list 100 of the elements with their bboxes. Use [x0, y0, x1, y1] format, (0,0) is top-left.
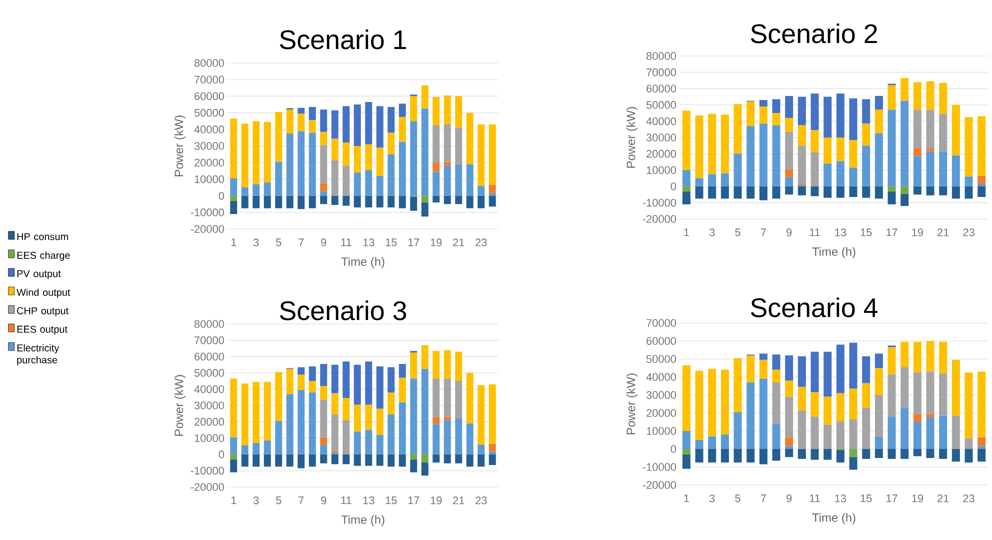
bar: [862, 449, 870, 459]
bar: [978, 372, 986, 438]
bar: [308, 120, 316, 133]
bar: [900, 342, 909, 368]
bar: [488, 444, 496, 452]
bar: [410, 454, 418, 460]
bar: [888, 416, 896, 449]
bar: [849, 342, 858, 389]
bar: [298, 108, 305, 114]
y-tick-label: -10000: [190, 208, 224, 216]
bar: [939, 449, 948, 459]
bar: [810, 130, 819, 152]
legend-label: HP consum: [17, 233, 68, 240]
bar: [978, 176, 986, 184]
bar: [772, 424, 780, 449]
y-tick-label: 60000: [194, 352, 224, 360]
bar: [275, 372, 282, 421]
bar: [708, 114, 716, 174]
bar: [286, 134, 294, 196]
x-tick-label: 23: [476, 496, 487, 504]
bar: [376, 366, 384, 409]
bar: [432, 424, 440, 454]
bar: [964, 449, 973, 462]
x-tick-label: 19: [912, 228, 923, 236]
bar: [798, 146, 806, 184]
bar: [354, 196, 361, 208]
x-tick-label: 5: [276, 496, 282, 504]
bar: [421, 462, 428, 476]
bar: [836, 186, 844, 198]
x-tick-label: 5: [735, 494, 740, 502]
bar: [913, 342, 922, 373]
bar: [354, 404, 361, 432]
bar: [342, 142, 350, 166]
x-tick-label: 5: [735, 228, 740, 236]
bar: [785, 396, 794, 438]
bar: [836, 450, 844, 462]
bar: [874, 354, 883, 368]
x-tick-label: 9: [321, 238, 326, 246]
y-tick-label: 60000: [646, 84, 676, 92]
bar: [759, 106, 768, 124]
x-tick-label: 23: [476, 238, 487, 246]
bar: [331, 364, 338, 394]
bar: [365, 144, 372, 170]
bar: [978, 449, 986, 462]
bar: [320, 145, 328, 184]
y-tick-label: 0: [670, 182, 676, 190]
bar: [275, 196, 282, 208]
x-tick-label: 3: [254, 496, 259, 504]
bar: [913, 449, 922, 456]
x-tick-label: 1: [231, 238, 236, 246]
x-tick-label: 13: [835, 228, 846, 236]
bar: [444, 416, 451, 420]
bar: [331, 454, 338, 464]
x-tick-label: 11: [341, 238, 352, 246]
x-tick-label: 15: [386, 238, 397, 246]
bar: [772, 125, 780, 186]
bar: [759, 378, 768, 449]
bar: [342, 106, 350, 143]
bar: [913, 414, 922, 422]
bar: [913, 110, 922, 148]
bar: [410, 459, 418, 472]
bar: [331, 110, 338, 139]
bar: [252, 382, 260, 443]
bar: [810, 93, 819, 130]
bar: [432, 416, 440, 424]
bar: [682, 365, 690, 431]
y-tick-label: 0: [670, 445, 676, 453]
x-tick-label: 17: [886, 494, 898, 502]
bar: [952, 416, 960, 449]
x-axis-title: Time (h): [812, 513, 856, 524]
bar: [354, 454, 361, 466]
bar: [734, 186, 742, 199]
bar: [241, 188, 248, 196]
bar: [708, 449, 716, 462]
bar: [320, 132, 328, 146]
bar: [432, 162, 440, 172]
y-tick-label: 50000: [194, 369, 224, 377]
legend-label: CHP output: [17, 307, 69, 316]
bar: [874, 395, 883, 436]
bar: [900, 408, 909, 449]
x-tick-label: 7: [298, 496, 304, 504]
bar: [939, 342, 948, 374]
bar: [398, 196, 406, 208]
bar: [320, 400, 328, 438]
bar: [320, 183, 328, 192]
bar: [298, 131, 305, 196]
bar: [252, 442, 260, 454]
bar: [320, 454, 328, 464]
bar: [939, 114, 948, 152]
bar: [444, 166, 451, 196]
bar: [466, 164, 474, 196]
bar: [444, 124, 451, 162]
bar: [432, 378, 440, 417]
bar: [952, 104, 960, 156]
x-tick-label: 11: [341, 496, 352, 504]
bar: [432, 196, 440, 202]
x-tick-label: 23: [963, 228, 974, 236]
bar: [746, 102, 755, 126]
bar: [824, 186, 832, 198]
bar: [734, 154, 742, 186]
